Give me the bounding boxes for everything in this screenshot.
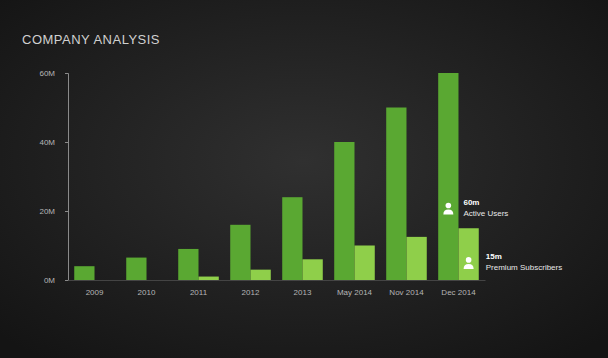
x-tick: May 2014 xyxy=(337,280,373,297)
icon-body xyxy=(443,210,453,215)
bar xyxy=(199,277,219,280)
x-tick: Dec 2014 xyxy=(441,280,476,297)
bar xyxy=(230,225,250,280)
x-tick: 2009 xyxy=(86,280,104,297)
bar xyxy=(95,280,115,281)
person-icon xyxy=(464,257,474,269)
x-tick: Nov 2014 xyxy=(389,280,424,297)
bars xyxy=(74,73,479,280)
annotation-label: Premium Subscribers xyxy=(486,263,562,272)
y-tick: 0M xyxy=(44,276,68,285)
bar xyxy=(282,197,302,280)
bar xyxy=(251,270,271,280)
icon-head xyxy=(446,203,452,209)
y-tick-label: 20M xyxy=(39,207,55,216)
y-axis: 0M 20M 40M 60M xyxy=(39,69,68,285)
y-tick-label: 0M xyxy=(44,276,55,285)
x-tick: 2011 xyxy=(190,280,208,297)
chart: COMPANY ANALYSIS0M20M40M60M2009201020112… xyxy=(0,0,608,358)
y-tick-mark xyxy=(65,280,68,281)
x-tick: 2012 xyxy=(242,280,260,297)
bar xyxy=(438,73,458,280)
y-tick: 20M xyxy=(39,207,68,216)
bar xyxy=(126,258,146,280)
person-icon xyxy=(443,203,453,215)
x-tick-label: Nov 2014 xyxy=(389,288,424,297)
x-tick: 2013 xyxy=(294,280,312,297)
x-tick-label: 2013 xyxy=(294,288,312,297)
bar xyxy=(354,246,374,281)
x-tick-label: 2009 xyxy=(86,288,104,297)
annotation-value: 15m xyxy=(486,252,502,261)
background xyxy=(0,0,608,358)
title: COMPANY ANALYSIS xyxy=(22,32,160,47)
annotations: 60m Active Users 15m Premium Subscribers xyxy=(463,198,562,272)
annotation-value: 60m xyxy=(463,198,479,207)
icon-head xyxy=(466,257,472,263)
x-axis: 2009 2010 2011 2012 2013 May 2014 Nov 2014 Dec … xyxy=(69,280,486,297)
y-tick-mark xyxy=(65,142,68,143)
x-tick-label: 2011 xyxy=(190,288,208,297)
annotation-label: Active Users xyxy=(463,209,508,218)
x-tick: 2010 xyxy=(138,280,156,297)
bar xyxy=(334,142,354,280)
y-tick-label: 60M xyxy=(39,69,55,78)
x-tick-label: 2010 xyxy=(138,288,156,297)
bar xyxy=(458,228,478,280)
x-axis-line xyxy=(69,280,486,281)
bar xyxy=(302,259,322,280)
x-tick-label: May 2014 xyxy=(337,288,373,297)
y-tick: 40M xyxy=(39,138,68,147)
x-tick-label: 2012 xyxy=(242,288,260,297)
y-tick-mark xyxy=(65,73,68,74)
bar xyxy=(74,266,94,280)
icon-body xyxy=(464,264,474,269)
y-axis-line xyxy=(65,74,69,281)
x-tick-label: Dec 2014 xyxy=(441,288,476,297)
bar xyxy=(178,249,198,280)
bar xyxy=(406,237,426,280)
y-tick-label: 40M xyxy=(39,138,55,147)
y-tick: 60M xyxy=(39,69,68,78)
bar xyxy=(147,280,167,281)
y-tick-mark xyxy=(65,211,68,212)
bar xyxy=(386,108,406,281)
